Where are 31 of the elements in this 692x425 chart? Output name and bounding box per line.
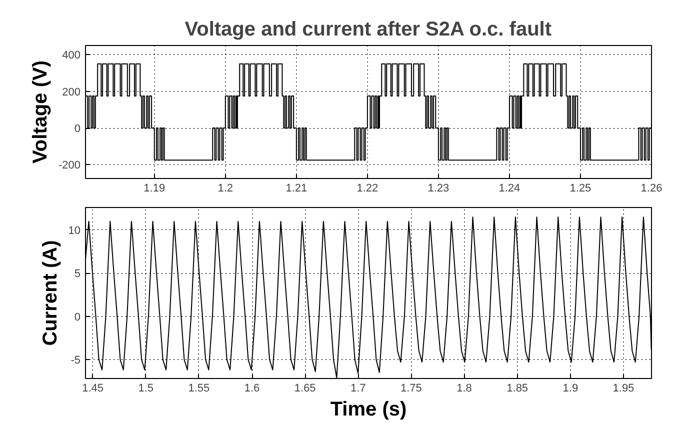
x-tick-label: 1.21 [286,182,308,194]
x-tick-label: 1.19 [144,182,166,194]
y-tick-label: 10 [68,224,81,237]
x-tick-label: 1.85 [506,382,528,394]
x-tick-label: 1.6 [244,382,260,394]
y-axis-title: Current (A) [39,240,62,346]
y-tick-label: 200 [62,86,81,98]
y-tick-label: -200 [58,160,81,172]
y-tick-label: 5 [74,268,81,280]
x-tick-label: 1.7 [350,382,366,394]
x-tick-label: 1.5 [138,382,154,394]
y-tick-label: 0 [74,123,81,136]
x-tick-label: 1.26 [640,182,662,194]
x-tick-label: 1.23 [428,182,450,194]
x-axis-title: Time (s) [330,398,407,420]
y-tick-label: 0 [74,311,81,324]
x-tick-label: 1.9 [562,382,578,394]
x-tick-label: 1.65 [294,382,316,394]
y-axis-title: Voltage (V) [29,60,52,164]
x-tick-label: 1.55 [188,382,210,394]
x-tick-label: 1.75 [400,382,422,394]
chart-title: Voltage and current after S2A o.c. fault [184,18,552,40]
x-tick-label: 1.45 [82,382,104,394]
x-tick-label: 1.95 [612,382,634,394]
y-tick-label: -5 [70,354,80,366]
x-tick-label: 1.25 [570,182,592,194]
x-tick-label: 1.8 [456,382,472,394]
y-tick-label: 400 [62,50,81,62]
x-tick-label: 1.22 [356,182,378,194]
x-tick-label: 1.24 [498,182,520,194]
x-tick-label: 1.2 [218,182,234,194]
